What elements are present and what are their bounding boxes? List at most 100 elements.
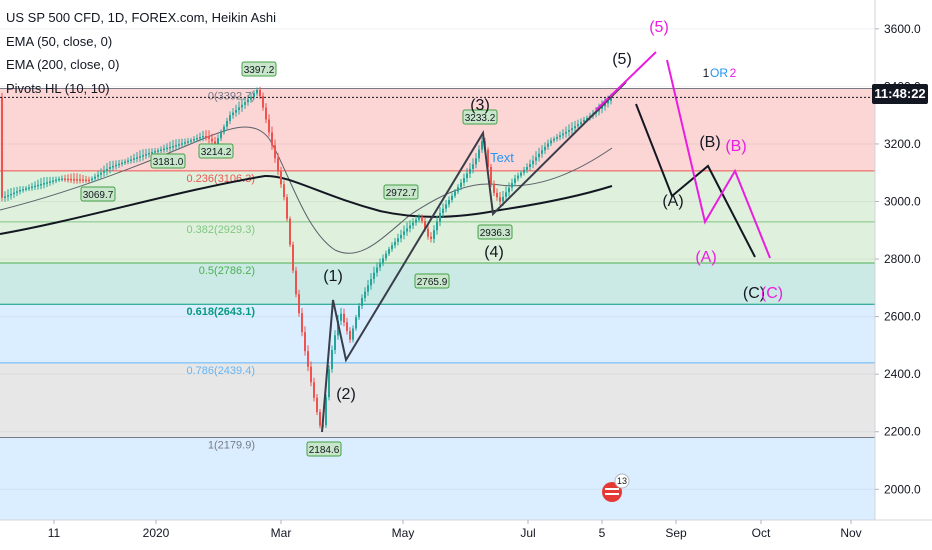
candle-body xyxy=(373,272,375,280)
candle-body xyxy=(130,159,132,161)
candle-body xyxy=(115,164,117,167)
elliott-impulse-magenta xyxy=(595,51,657,111)
candle-body xyxy=(571,128,573,131)
candle-body xyxy=(502,196,504,202)
candle-body xyxy=(283,184,285,198)
candle-body xyxy=(310,366,312,383)
candle-body xyxy=(61,178,63,181)
pivot-label: 3181.0 xyxy=(153,157,184,168)
candle-body xyxy=(286,197,288,219)
flag-icon-stripe xyxy=(605,488,619,490)
candle-body xyxy=(124,161,126,164)
candle-body xyxy=(532,160,534,165)
price-tick-label: 3200.0 xyxy=(884,137,921,151)
candle-body xyxy=(427,228,429,237)
candle-body xyxy=(250,96,252,100)
candle-body xyxy=(226,120,228,127)
fib-band xyxy=(0,437,875,520)
legend-pivots[interactable]: Pivots HL (10, 10) xyxy=(6,80,110,96)
badge-count: 13 xyxy=(617,476,627,486)
wave-label: (5) xyxy=(612,51,632,68)
candle-body xyxy=(103,170,105,173)
candle-body xyxy=(517,175,519,179)
candle-body xyxy=(1,97,3,198)
fib-level-label: 1(2179.9) xyxy=(208,440,255,452)
candle-body xyxy=(319,412,321,426)
time-axis-bg xyxy=(0,520,932,550)
price-tick-label: 2800.0 xyxy=(884,252,921,266)
price-tick-label: 3000.0 xyxy=(884,195,921,209)
candle-body xyxy=(511,183,513,188)
candle-body xyxy=(169,146,171,149)
candle-body xyxy=(337,320,339,336)
candle-body xyxy=(382,258,384,263)
fib-level-label: 0.382(2929.3) xyxy=(187,224,256,236)
fib-level-label: 0.786(2439.4) xyxy=(187,365,256,377)
candle-body xyxy=(259,89,261,97)
candle-body xyxy=(529,164,531,167)
candle-body xyxy=(451,195,453,201)
candle-body xyxy=(541,150,543,154)
candle-body xyxy=(583,119,585,122)
candle-body xyxy=(454,191,456,196)
candle-body xyxy=(265,107,267,120)
candle-body xyxy=(307,351,309,367)
candle-body xyxy=(568,130,570,132)
candle-body xyxy=(292,244,294,271)
candle-body xyxy=(505,192,507,197)
candle-body xyxy=(376,267,378,273)
candle-body xyxy=(538,153,540,158)
candle-body xyxy=(142,155,144,157)
time-axis[interactable]: 11 2020 Mar May Jul 5 Sep Oct Nov xyxy=(0,519,932,550)
candle-body xyxy=(40,183,42,186)
candle-body xyxy=(463,178,465,183)
candle-body xyxy=(565,131,567,134)
candle-body xyxy=(166,147,168,150)
candle-body xyxy=(121,162,123,165)
fib-level-label: 0.618(2643.1) xyxy=(187,306,256,318)
candle-body xyxy=(526,166,528,170)
candle-body xyxy=(160,149,162,151)
wave-label: (C) xyxy=(743,285,765,302)
price-axis[interactable]: 2000.0 2200.0 2400.0 2600.0 2800.0 3000.0 3200… xyxy=(874,0,932,550)
legend-ema50[interactable]: EMA (50, close, 0) xyxy=(6,33,113,49)
candle-body xyxy=(157,150,159,152)
candle-body xyxy=(73,179,75,181)
candle-body xyxy=(193,139,195,141)
price-tick-label: 2200.0 xyxy=(884,425,921,439)
candle-body xyxy=(361,298,363,306)
candle-body xyxy=(406,228,408,232)
candle-body xyxy=(331,350,333,370)
candle-body xyxy=(235,109,237,113)
candle-body xyxy=(253,93,255,97)
pivot-label: 2765.9 xyxy=(417,277,448,288)
candle-body xyxy=(460,182,462,188)
candle-body xyxy=(367,285,369,292)
abc-correction-black xyxy=(635,103,756,258)
candle-body xyxy=(148,152,150,155)
candle-body xyxy=(574,126,576,129)
legend-ema200[interactable]: EMA (200, close, 0) xyxy=(6,57,120,72)
candle-body xyxy=(10,193,12,196)
candle-body xyxy=(394,241,396,246)
candle-body xyxy=(205,136,207,138)
ema200-line xyxy=(0,174,613,235)
time-tick-label: May xyxy=(392,526,415,540)
candle-body xyxy=(514,178,516,184)
pivot-label: 2936.3 xyxy=(480,228,511,239)
candle-body xyxy=(58,178,60,181)
time-tick-label: Jul xyxy=(520,526,535,540)
candle-body xyxy=(412,222,414,226)
candle-body xyxy=(604,103,606,107)
candle-body xyxy=(349,331,351,340)
time-tick-label: Mar xyxy=(271,526,292,540)
wave-label: (4) xyxy=(484,244,504,261)
candle-body xyxy=(118,163,120,166)
candle-body xyxy=(154,151,156,153)
candle-body xyxy=(403,231,405,235)
wave-label: (1) xyxy=(323,268,343,285)
candle-body xyxy=(133,158,135,160)
candle-body xyxy=(400,234,402,239)
wave-label: (B) xyxy=(699,134,720,151)
